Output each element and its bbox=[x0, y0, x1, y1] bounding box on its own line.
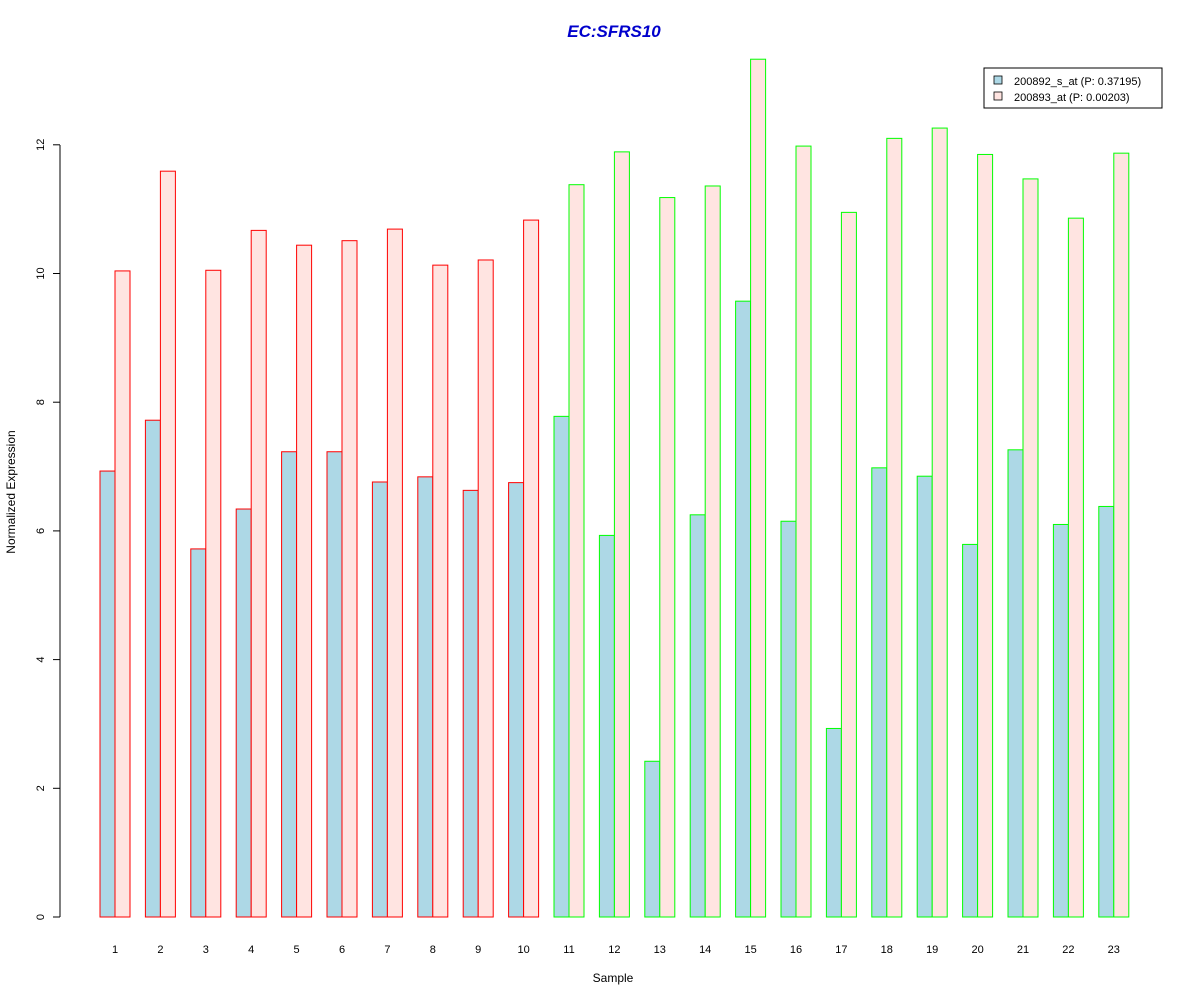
bar-sample-16-series-1 bbox=[780, 520, 797, 918]
legend-swatch-200892 bbox=[993, 75, 1003, 85]
bar-sample-9-series-1 bbox=[462, 489, 479, 918]
y-tick-label: 6 bbox=[35, 528, 47, 534]
bar-sample-10-series-2 bbox=[523, 219, 540, 918]
x-tick-label: 20 bbox=[971, 944, 983, 956]
bar-sample-15-series-1 bbox=[735, 300, 752, 918]
bar-sample-6-series-2 bbox=[341, 240, 358, 918]
x-tick-label: 14 bbox=[699, 944, 711, 956]
bar-sample-21-series-2 bbox=[1022, 178, 1039, 918]
x-tick-label: 8 bbox=[430, 944, 436, 956]
bar-sample-8-series-1 bbox=[417, 476, 434, 918]
x-axis-label: Sample bbox=[593, 971, 634, 985]
bar-sample-22-series-2 bbox=[1067, 217, 1084, 918]
y-tick-label: 10 bbox=[35, 267, 47, 279]
bar-sample-5-series-1 bbox=[281, 451, 298, 918]
bar-sample-15-series-2 bbox=[750, 58, 767, 918]
bar-sample-17-series-1 bbox=[825, 727, 842, 918]
y-axis-label: Normalized Expression bbox=[4, 430, 18, 553]
x-tick-label: 21 bbox=[1017, 944, 1029, 956]
x-tick-label: 22 bbox=[1062, 944, 1074, 956]
bar-sample-11-series-1 bbox=[553, 415, 570, 918]
x-tick-label: 13 bbox=[654, 944, 666, 956]
x-tick-label: 3 bbox=[203, 944, 209, 956]
x-tick-label: 1 bbox=[112, 944, 118, 956]
bar-sample-18-series-2 bbox=[886, 137, 903, 918]
bar-sample-23-series-2 bbox=[1113, 152, 1130, 918]
bar-sample-10-series-1 bbox=[508, 482, 525, 918]
bar-sample-5-series-2 bbox=[296, 244, 313, 918]
x-tick-label: 15 bbox=[744, 944, 756, 956]
x-tick-label: 2 bbox=[157, 944, 163, 956]
x-tick-label: 10 bbox=[517, 944, 529, 956]
x-tick-label: 11 bbox=[563, 944, 574, 956]
x-tick-label: 16 bbox=[790, 944, 802, 956]
bar-sample-3-series-2 bbox=[205, 269, 222, 918]
bar-sample-19-series-2 bbox=[931, 127, 948, 918]
bar-sample-12-series-1 bbox=[598, 534, 615, 918]
bar-sample-6-series-1 bbox=[326, 451, 343, 918]
y-tick-label: 8 bbox=[35, 399, 47, 405]
bar-sample-13-series-1 bbox=[644, 760, 661, 918]
bar-sample-1-series-2 bbox=[114, 270, 131, 918]
bar-sample-4-series-1 bbox=[235, 508, 252, 918]
x-tick-label: 6 bbox=[339, 944, 345, 956]
bar-sample-17-series-2 bbox=[840, 211, 857, 918]
bar-sample-14-series-2 bbox=[704, 185, 721, 918]
bar-sample-7-series-1 bbox=[371, 481, 388, 918]
bar-sample-18-series-1 bbox=[871, 467, 888, 918]
bar-sample-23-series-1 bbox=[1098, 505, 1115, 918]
y-ticks: 0 2 4 6 8 10 12 bbox=[35, 139, 60, 920]
bar-sample-2-series-1 bbox=[144, 419, 161, 918]
bar-sample-9-series-2 bbox=[477, 259, 494, 918]
bar-sample-22-series-1 bbox=[1052, 523, 1069, 918]
legend-box bbox=[983, 67, 1163, 109]
bar-sample-11-series-2 bbox=[568, 184, 585, 918]
bar-sample-2-series-2 bbox=[159, 170, 176, 918]
y-tick-label: 12 bbox=[35, 139, 47, 151]
legend-swatch-200893 bbox=[993, 91, 1003, 101]
x-tick-label: 9 bbox=[475, 944, 481, 956]
bars bbox=[99, 58, 1130, 918]
legend-entry-200892: 200892_s_at (P: 0.37195) bbox=[1014, 76, 1141, 88]
bar-sample-4-series-2 bbox=[250, 229, 267, 918]
bar-sample-21-series-1 bbox=[1007, 449, 1024, 918]
x-tick-label: 17 bbox=[835, 944, 847, 956]
x-tick-label: 5 bbox=[294, 944, 300, 956]
bar-sample-13-series-2 bbox=[659, 197, 676, 918]
bar-sample-3-series-1 bbox=[190, 548, 207, 918]
legend: 200892_s_at (P: 0.37195) 200893_at (P: 0… bbox=[983, 67, 1163, 109]
bar-sample-1-series-1 bbox=[99, 470, 116, 918]
bar-sample-8-series-2 bbox=[432, 264, 449, 918]
x-tick-label: 23 bbox=[1108, 944, 1120, 956]
bar-sample-19-series-1 bbox=[916, 475, 933, 918]
legend-entry-200893: 200893_at (P: 0.00203) bbox=[1014, 92, 1130, 104]
x-tick-label: 18 bbox=[881, 944, 893, 956]
chart-title: EC:SFRS10 bbox=[567, 22, 661, 41]
x-tick-label: 12 bbox=[608, 944, 620, 956]
x-tick-labels: 1 2 3 4 5 6 7 8 9 10 11 12 13 14 15 16 17 18 19 20 21 22 23 bbox=[112, 944, 1120, 956]
bar-sample-20-series-1 bbox=[962, 543, 979, 918]
y-tick-label: 2 bbox=[35, 785, 47, 791]
bar-sample-16-series-2 bbox=[795, 145, 812, 918]
bar-sample-7-series-2 bbox=[386, 228, 403, 918]
bar-sample-20-series-2 bbox=[977, 153, 994, 918]
bar-sample-12-series-2 bbox=[613, 151, 630, 918]
y-tick-label: 4 bbox=[35, 657, 47, 663]
y-tick-label: 0 bbox=[35, 914, 47, 920]
x-tick-label: 19 bbox=[926, 944, 938, 956]
x-tick-label: 7 bbox=[384, 944, 390, 956]
x-tick-label: 4 bbox=[248, 944, 254, 956]
bar-sample-14-series-1 bbox=[689, 514, 706, 918]
